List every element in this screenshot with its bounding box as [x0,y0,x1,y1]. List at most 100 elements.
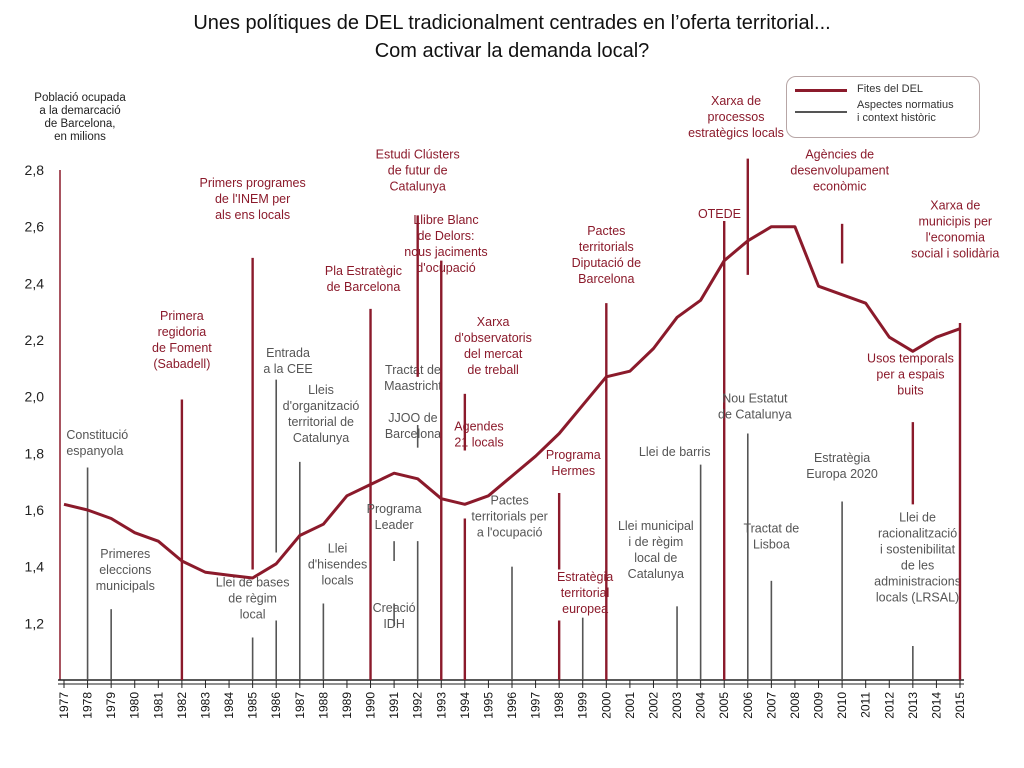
annotation-label: Xarxa de [711,94,761,108]
annotation-label: Primeres [100,547,150,561]
annotation-label: IDH [383,617,405,631]
x-tick-label: 2005 [717,692,731,719]
annotation-label: social i solidària [911,247,999,261]
y-tick-label: 2,2 [25,332,45,348]
legend-swatch-milestone [795,89,847,92]
annotation-label: (Sabadell) [153,357,210,371]
annotation-label: Catalunya [293,431,349,445]
annotation-label: Tractat de [743,522,799,536]
x-tick-label: 1977 [57,692,71,719]
annotation-label: municipis per [918,215,992,229]
x-tick-label: 1985 [246,692,260,719]
x-tick-label: 2014 [929,692,943,719]
x-tick-label: 1989 [340,692,354,719]
annotation-label: de futur de [388,164,448,178]
annotation-label: de Delors: [417,229,474,243]
y-axis-label-line: Població ocupada [34,92,126,104]
annotation-label: Llei de [899,510,936,524]
y-tick-label: 1,2 [25,615,45,631]
y-axis-label-line: a la demarcació [39,105,121,117]
annotation-label: Leader [375,518,414,532]
annotation-label: Lleis [308,383,334,397]
annotation-label: de treball [467,363,518,377]
annotation-label: per a espais [876,368,944,382]
y-axis-label: Població ocupada a la demarcació de Barc… [16,92,144,144]
title-line-1: Unes polítiques de DEL tradicionalment c… [193,12,831,34]
annotation-label: de Barcelona [327,280,401,294]
annotation-label: buits [897,384,923,398]
annotation-label: Hermes [551,464,595,478]
annotation-label: processos [708,110,765,124]
annotation-label: desenvolupament [790,164,889,178]
x-tick-label: 1997 [529,692,543,719]
annotation-label: territorial de [288,415,354,429]
annotation-label: Llei municipal [618,519,694,533]
x-tick-label: 2006 [741,692,755,719]
annotation-label: local [240,608,266,622]
annotation-label: Catalunya [390,180,446,194]
annotation-label: eleccions [99,563,151,577]
x-tick-label: 1988 [316,692,330,719]
annotation-label: Entrada [266,346,310,360]
annotation-label: espanyola [66,444,123,458]
x-tick-label: 1990 [364,692,378,719]
annotation-label: Tractat de [385,363,441,377]
annotation-label: Pactes [587,224,625,238]
annotation-label: i sostenibilitat [880,542,956,556]
annotation-label: de les [901,558,934,572]
x-tick-label: 1987 [293,692,307,719]
annotation-label: Primera [160,309,204,323]
x-tick-label: 2008 [788,692,802,719]
annotation-label: Nou Estatut [722,391,788,405]
x-tick-label: 1984 [222,692,236,719]
annotation-label: Xarxa [477,315,510,329]
x-tick-label: 1983 [198,692,212,719]
annotation-label: municipals [96,579,155,593]
annotation-label: Llibre Blanc [413,213,478,227]
annotation-label: local de [634,551,677,565]
x-tick-label: 1991 [387,692,401,719]
x-tick-label: 1999 [576,692,590,719]
annotation-label: locals [322,574,354,588]
annotation-label: racionalització [878,526,957,540]
x-tick-label: 2009 [812,692,826,719]
annotation-label: als ens locals [215,208,290,222]
annotation-label: Programa [546,448,601,462]
x-tick-label: 2011 [859,692,873,718]
annotation-label: territorial [561,586,610,600]
annotation-label: nous jaciments [404,245,487,259]
annotation-label: Llei [328,542,347,556]
x-tick-label: 1992 [411,692,425,719]
annotation-label: europea [562,602,608,616]
chart-annotations: Constitució espanyola Primeres eleccions mun… [66,94,999,680]
annotation-label: i de règim [628,535,683,549]
x-tick-label: 2007 [764,692,778,719]
annotation-label: l'economia [926,231,985,245]
y-tick-label: 2,8 [25,162,45,178]
annotation-label: Europa 2020 [806,467,878,481]
y-tick-label: 1,4 [25,559,45,575]
annotation-label: Llei de barris [639,445,711,459]
y-tick-label: 2,6 [25,219,45,235]
annotation-label: locals (LRSAL) [876,590,959,604]
annotation-label: de règim [228,592,277,606]
x-tick-label: 1980 [128,692,142,719]
annotation-label: Pactes [491,493,529,507]
annotation-label: Xarxa de [930,199,980,213]
annotation-label: 21 locals [454,436,503,450]
legend-label-context-1: Aspectes normatius [857,99,954,111]
annotation-label: de Foment [152,341,212,355]
annotation-label: del mercat [464,347,523,361]
annotation-label: Llei de bases [216,576,290,590]
annotation-label: estratègics locals [688,126,784,140]
annotation-label: d'observatoris [454,331,531,345]
annotation-label: de l'INEM per [215,192,290,206]
annotation-label: Barcelona [578,272,634,286]
y-axis-label-line: de Barcelona, [44,118,116,130]
x-tick-label: 2004 [694,692,708,719]
annotation-label: territorials per [471,509,547,523]
annotation-label: Barcelona [385,427,441,441]
x-tick-label: 2012 [882,692,896,719]
legend-label-context-2: i context històric [857,112,936,124]
